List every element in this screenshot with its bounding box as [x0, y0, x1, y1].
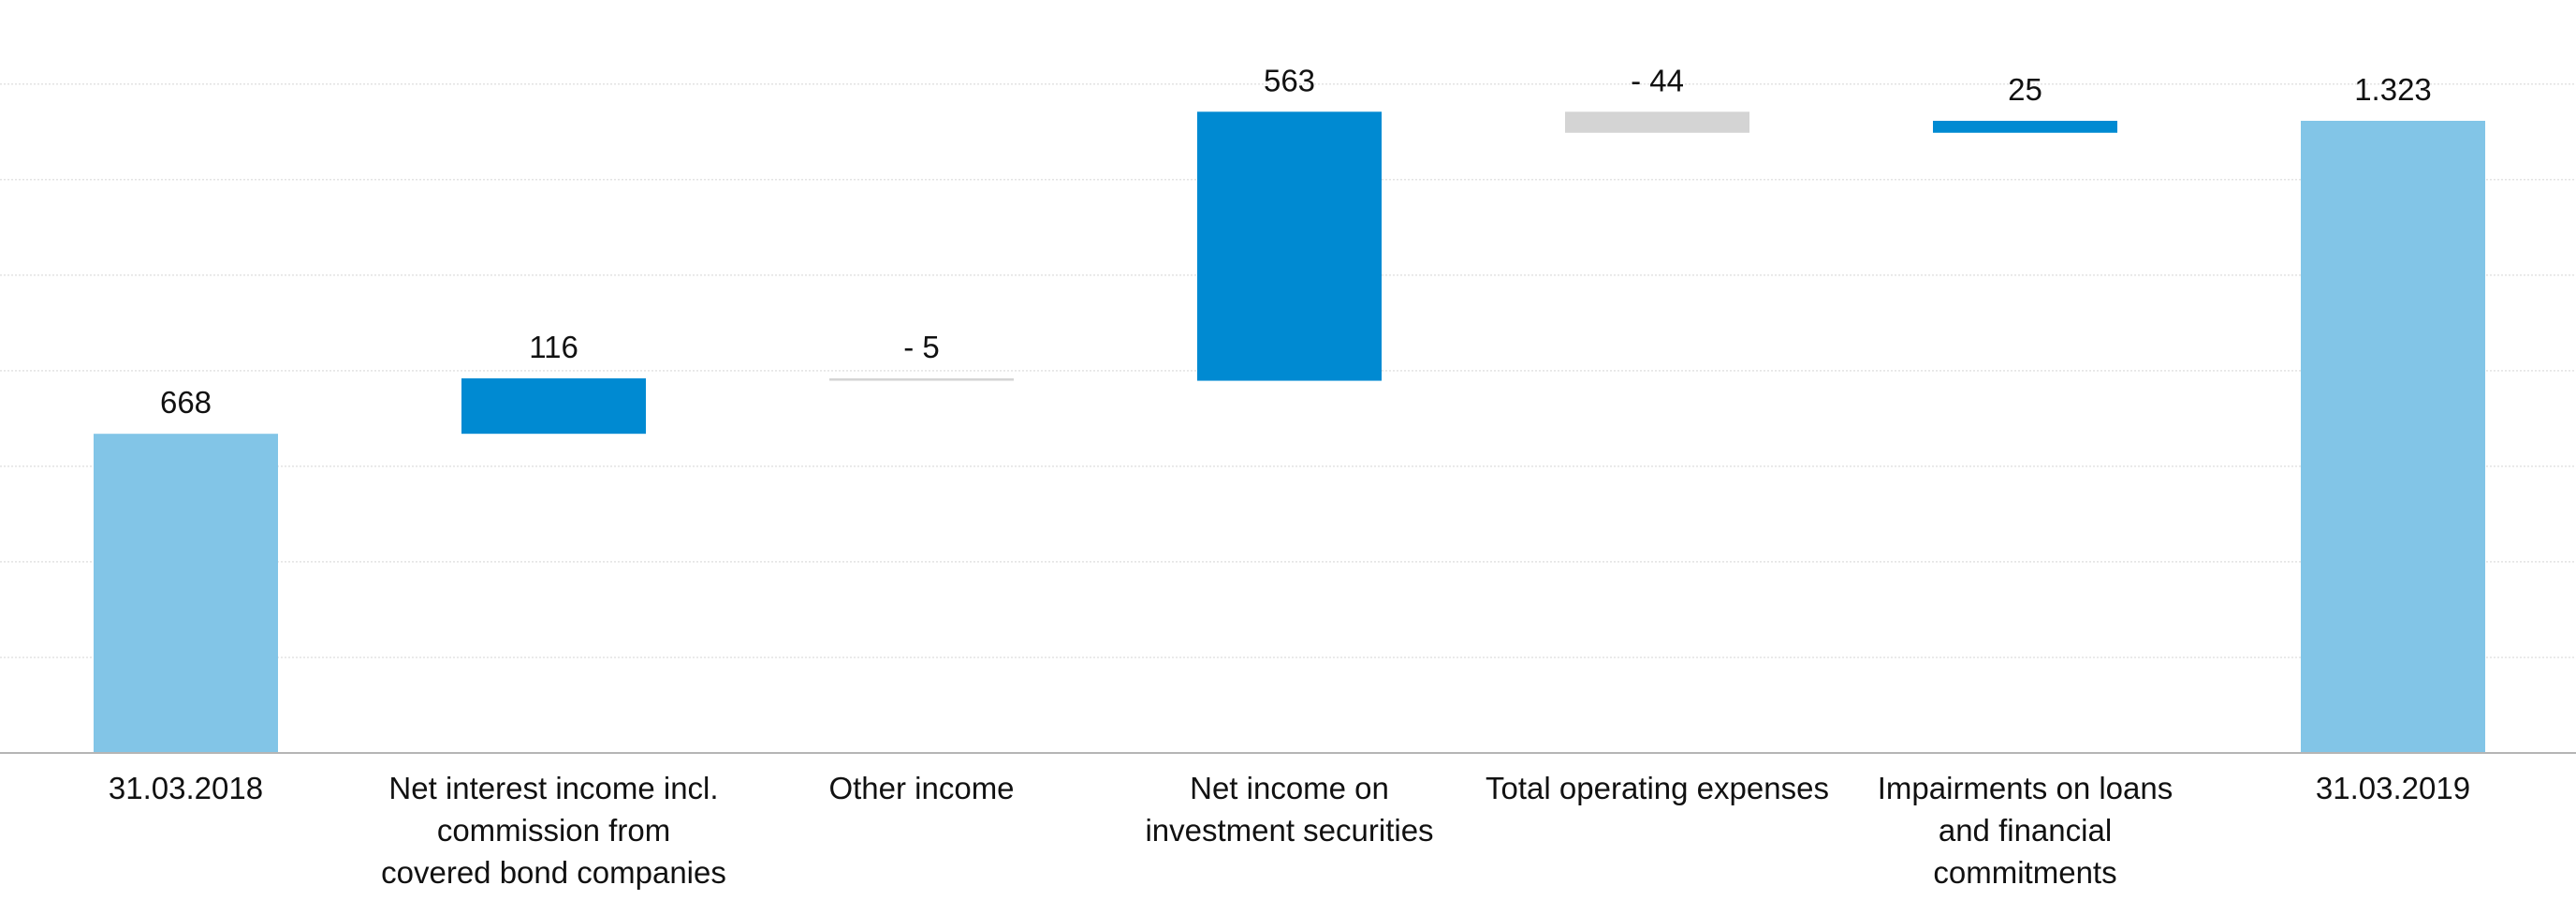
category-label-line: Net interest income incl. — [388, 771, 718, 805]
bars — [94, 111, 2485, 754]
category-label-line: and financial — [1939, 813, 2112, 848]
category-label-line: 31.03.2018 — [109, 771, 263, 805]
bar-1 — [94, 434, 278, 753]
category-label-line: Net income on — [1190, 771, 1389, 805]
category-label-line: Other income — [828, 771, 1014, 805]
category-label-6: Impairments on loans and financial commitm… — [1878, 771, 2173, 890]
category-label-line: commission from — [437, 813, 670, 848]
value-label-1: 668 — [160, 385, 212, 420]
category-label-4: Net income on investment securities — [1145, 771, 1433, 848]
category-label-line: Total operating expenses — [1486, 771, 1829, 805]
value-label-7: 1.323 — [2354, 72, 2432, 107]
category-label-line: covered bond companies — [381, 855, 726, 890]
category-label-5: Total operating expenses — [1486, 771, 1829, 805]
bar-4 — [1197, 111, 1382, 381]
category-labels: 31.03.2018 Net interest income incl. commi… — [109, 771, 2470, 890]
bar-3 — [829, 378, 1014, 381]
value-label-3: - 5 — [903, 330, 940, 364]
bar-6 — [1933, 121, 2117, 133]
value-label-4: 563 — [1264, 63, 1315, 97]
value-label-2: 116 — [529, 330, 578, 364]
bar-5 — [1565, 111, 1749, 133]
category-label-7: 31.03.2019 — [2316, 771, 2470, 805]
value-label-5: - 44 — [1631, 63, 1684, 97]
bar-2 — [461, 378, 646, 435]
category-label-line: commitments — [1933, 855, 2116, 890]
value-label-6: 25 — [2008, 72, 2042, 107]
category-label-line: investment securities — [1145, 813, 1433, 848]
category-label-line: Impairments on loans — [1878, 771, 2173, 805]
category-label-1: 31.03.2018 — [109, 771, 263, 805]
category-label-2: Net interest income incl. commission from… — [381, 771, 726, 890]
category-label-3: Other income — [828, 771, 1014, 805]
bar-7 — [2301, 121, 2485, 754]
value-labels: 668 116 - 5 563 - 44 25 1.323 — [160, 63, 2432, 420]
category-label-line: 31.03.2019 — [2316, 771, 2470, 805]
